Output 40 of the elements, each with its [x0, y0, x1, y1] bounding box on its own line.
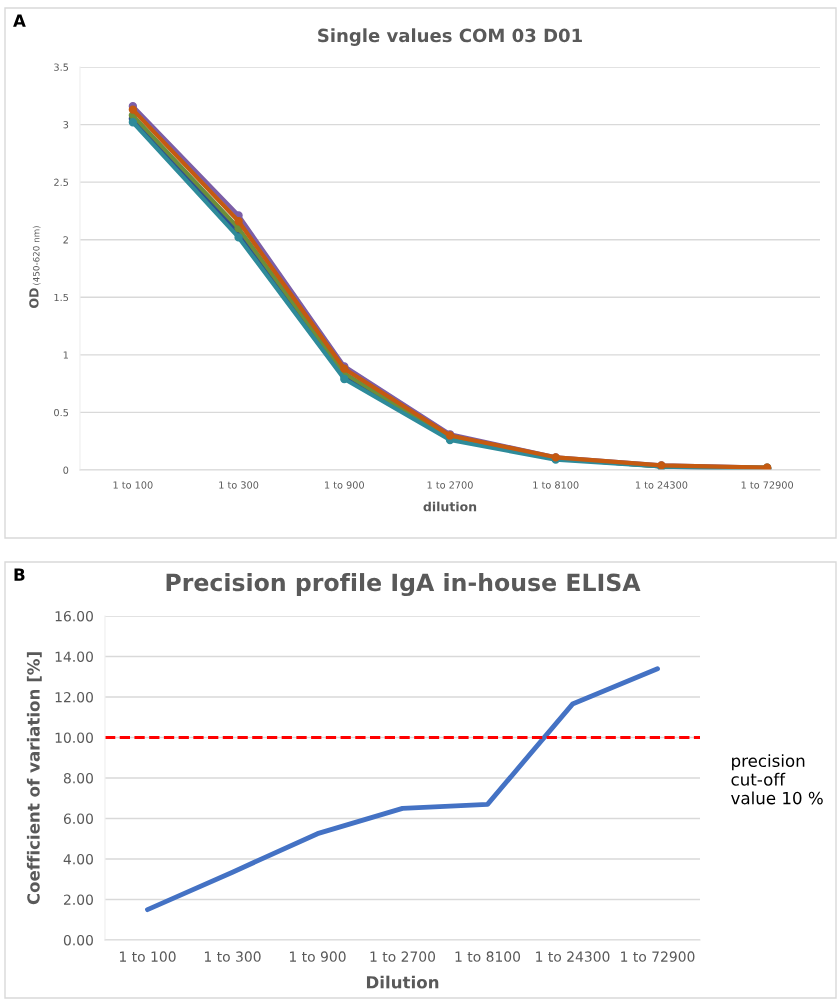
- x-tick-label: 1 to 72900: [621, 951, 695, 962]
- y-tick-label: 10.00: [55, 732, 93, 743]
- x-axis-title: dilution: [423, 501, 477, 512]
- y-tick-label: 0.00: [63, 934, 93, 946]
- y-tick-label: 2.5: [54, 178, 69, 186]
- x-tick-label: 1 to 300: [219, 481, 259, 489]
- y-tick-label: 1.5: [54, 293, 69, 302]
- x-tick-label: 1 to 2700: [427, 481, 473, 489]
- text: A: [13, 14, 26, 27]
- y-tick-label: 3: [63, 121, 69, 129]
- y-axis-title: Coefficient of variation [%]: [26, 652, 42, 905]
- x-axis-title: Dilution: [366, 975, 439, 989]
- y-tick-label: 2: [63, 236, 68, 244]
- y-tick-label: 0.5: [54, 408, 69, 417]
- y-tick-label: 16.00: [55, 610, 93, 622]
- y-tick-label: 3.5: [54, 63, 69, 71]
- text: B: [14, 568, 25, 581]
- x-tick-label: 1 to 100: [119, 951, 176, 962]
- chart-title: Single values COM 03 D01: [318, 28, 582, 46]
- y-tick-label: 14.00: [55, 651, 93, 662]
- x-tick-label: 1 to 24300: [536, 951, 610, 962]
- x-tick-label: 1 to 100: [113, 481, 153, 489]
- x-tick-label: 1 to 2700: [370, 951, 436, 962]
- x-tick-label: 1 to 900: [289, 951, 346, 962]
- y-tick-label: 6.00: [63, 813, 93, 824]
- y-axis-title: OD(450-620 nm): [29, 226, 41, 308]
- y-tick-label: 2.00: [63, 894, 93, 905]
- x-tick-label: 1 to 900: [325, 481, 364, 489]
- x-tick-label: 1 to 8100: [455, 951, 521, 962]
- y-tick-label: 0: [63, 466, 69, 474]
- x-tick-label: 1 to 8100: [533, 481, 579, 489]
- y-tick-label: 12.00: [55, 691, 93, 703]
- x-tick-label: 1 to 24300: [635, 481, 688, 489]
- x-tick-label: 1 to 72900: [741, 481, 794, 489]
- ref-line-label: precision cut-off value 10 %: [731, 754, 823, 805]
- chart-title: Precision profile IgA in-house ELISA: [166, 573, 641, 597]
- y-tick-label: 1: [63, 351, 68, 359]
- y-tick-label: 4.00: [63, 853, 93, 865]
- y-tick-label: 8.00: [63, 772, 93, 784]
- x-tick-label: 1 to 300: [204, 951, 261, 962]
